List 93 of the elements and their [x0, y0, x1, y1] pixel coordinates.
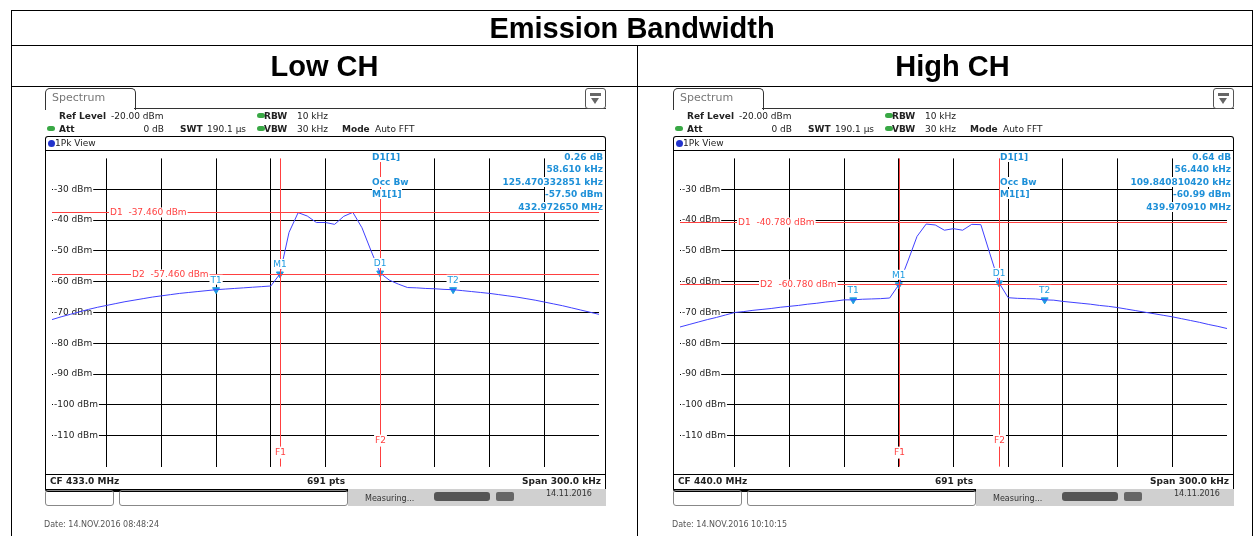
text: 10 kHz	[925, 111, 957, 121]
text: 190.1 µs	[207, 124, 247, 134]
annotation: 109.840810420 kHz	[1130, 177, 1231, 187]
text: Auto FFT	[1003, 124, 1043, 134]
text: 190.1 µs	[835, 124, 875, 134]
y-tick-label: -80 dBm	[682, 337, 721, 348]
text: Measuring...	[365, 494, 415, 503]
y-tick-label: -40 dBm	[54, 214, 93, 225]
annotation: F2	[994, 434, 1005, 445]
text: 10 kHz	[297, 111, 329, 121]
text: Ref Level	[687, 111, 734, 121]
annotation: 0.26 dB	[564, 152, 603, 162]
text: Measuring...	[993, 494, 1043, 503]
annotation: 56.440 kHz	[1174, 164, 1231, 174]
text: Spectrum	[52, 91, 106, 104]
text: SWT	[808, 124, 831, 134]
y-tick-label: -70 dBm	[54, 306, 93, 317]
text: CF 433.0 MHz	[50, 476, 120, 486]
y-tick-label: -70 dBm	[682, 306, 721, 317]
text: VBW	[892, 124, 916, 134]
annotation: 58.610 kHz	[546, 164, 603, 174]
y-tick-label: -90 dBm	[682, 368, 721, 379]
text: Spectrum	[680, 91, 734, 104]
annotation: M1[1]	[1000, 189, 1030, 199]
y-tick-label: -40 dBm	[682, 214, 721, 225]
annotation: 125.470332851 kHz	[502, 177, 603, 187]
text: -20.00 dBm	[111, 111, 164, 121]
chart-title: Emission Bandwidth	[488, 12, 776, 45]
text: Att	[59, 124, 75, 134]
text: Auto FFT	[375, 124, 415, 134]
annotation: T2	[1038, 284, 1051, 295]
ref-line-label: D2 -60.780 dBm	[760, 278, 837, 289]
text: -20.00 dBm	[739, 111, 792, 121]
text: 1Pk View	[683, 138, 724, 148]
text: 14.11.2016	[546, 489, 592, 498]
text: 691 pts	[934, 476, 974, 486]
text: 1Pk View	[55, 138, 96, 148]
text: Mode	[342, 124, 370, 134]
chart-subtitle: Low CH	[269, 50, 380, 83]
annotation: D1[1]	[372, 152, 401, 162]
text: 0 dB	[143, 124, 164, 134]
y-tick-label: -60 dBm	[682, 276, 721, 287]
text: 14.11.2016	[1174, 489, 1220, 498]
text: Span 300.0 kHz	[522, 476, 601, 486]
y-tick-label: -80 dBm	[54, 337, 93, 348]
y-tick-label: -50 dBm	[682, 245, 721, 256]
annotation: F1	[894, 446, 905, 457]
y-tick-label: -50 dBm	[54, 245, 93, 256]
text: SWT	[180, 124, 203, 134]
y-tick-label: -30 dBm	[54, 183, 93, 194]
y-tick-label: -110 dBm	[54, 430, 98, 441]
y-tick-label: -90 dBm	[54, 368, 93, 379]
ref-line-label: D2 -57.460 dBm	[132, 268, 209, 279]
text: 30 kHz	[297, 124, 329, 134]
text: 30 kHz	[925, 124, 957, 134]
annotation: M1	[892, 269, 906, 280]
annotation: 439.970910 MHz	[1146, 202, 1231, 212]
annotation: D1	[373, 257, 387, 268]
annotation: T1	[846, 284, 859, 295]
text: RBW	[264, 111, 288, 121]
annotation: T2	[446, 274, 459, 285]
annotation: 432.972650 MHz	[518, 202, 603, 212]
annotation: T1	[209, 274, 222, 285]
text: VBW	[264, 124, 288, 134]
text: RBW	[892, 111, 916, 121]
annotation: M1	[273, 258, 287, 269]
y-tick-label: -100 dBm	[682, 399, 726, 410]
annotation: F1	[275, 446, 286, 457]
text: CF 440.0 MHz	[678, 476, 748, 486]
annotation: Occ Bw	[1000, 177, 1037, 187]
text: Att	[687, 124, 703, 134]
text: 0 dB	[771, 124, 792, 134]
text: Span 300.0 kHz	[1150, 476, 1229, 486]
annotation: M1[1]	[372, 189, 402, 199]
y-tick-label: -110 dBm	[682, 430, 726, 441]
y-tick-label: -60 dBm	[54, 276, 93, 287]
text: 691 pts	[306, 476, 346, 486]
text: Mode	[970, 124, 998, 134]
y-tick-label: -30 dBm	[682, 183, 721, 194]
annotation: -60.99 dBm	[1172, 189, 1231, 199]
ref-line-label: D1 -40.780 dBm	[738, 216, 815, 227]
y-tick-label: -100 dBm	[54, 399, 98, 410]
text: Date: 14.NOV.2016 08:48:24	[44, 520, 160, 529]
text: Ref Level	[59, 111, 106, 121]
annotation: D1[1]	[1000, 152, 1029, 162]
annotation: D1	[992, 267, 1006, 278]
annotation: Occ Bw	[372, 177, 409, 187]
annotation: 0.64 dB	[1192, 152, 1231, 162]
annotation: F2	[375, 434, 386, 445]
chart-subtitle: High CH	[894, 50, 1011, 83]
ref-line-label: D1 -37.460 dBm	[110, 206, 187, 217]
annotation: -57.50 dBm	[544, 189, 603, 199]
text: Date: 14.NOV.2016 10:10:15	[672, 520, 788, 529]
